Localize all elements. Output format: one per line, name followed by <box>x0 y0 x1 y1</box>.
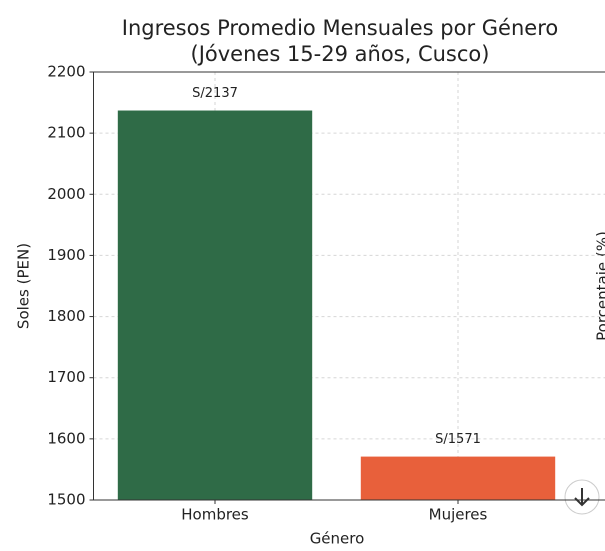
data-label: S/1571 <box>435 432 481 447</box>
bar <box>360 456 556 500</box>
bar <box>117 110 313 501</box>
y-tick-label: 1700 <box>47 368 85 386</box>
x-tick-label: Hombres <box>181 506 249 524</box>
y-tick-label: 1600 <box>47 429 85 447</box>
y-tick-label: 1900 <box>47 246 85 264</box>
x-axis-label: Género <box>310 530 365 548</box>
y-tick-label: 1500 <box>47 491 85 509</box>
x-tick-label: Mujeres <box>429 506 488 524</box>
y-tick-label: 2000 <box>47 185 85 203</box>
y-axis-label: Soles (PEN) <box>15 243 33 329</box>
data-label: S/2137 <box>192 86 238 101</box>
scroll-down-button[interactable] <box>564 479 600 515</box>
chart-subtitle: (Jóvenes 15-29 años, Cusco) <box>191 42 490 66</box>
y-tick-label: 1800 <box>47 307 85 325</box>
y-tick-label: 2200 <box>47 63 85 81</box>
chart-title: Ingresos Promedio Mensuales por Género <box>122 16 558 40</box>
y2-axis-label: Porcentaje (%) <box>594 231 605 341</box>
y-tick-label: 2100 <box>47 124 85 142</box>
